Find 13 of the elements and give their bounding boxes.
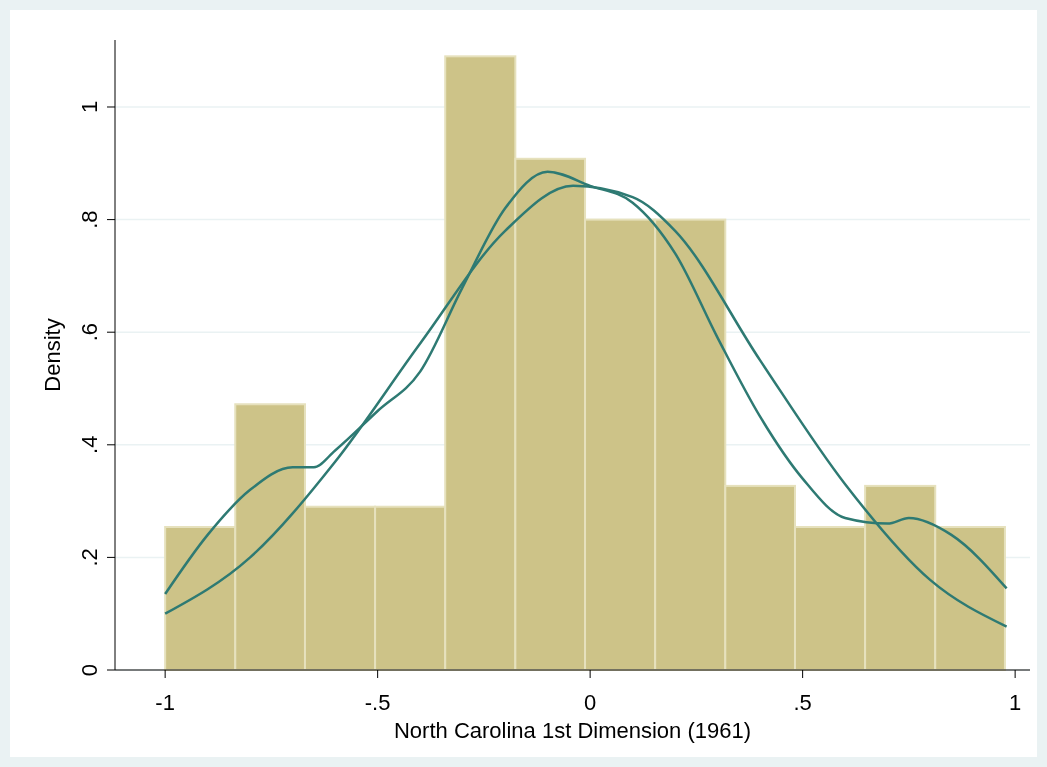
x-axis-title: North Carolina 1st Dimension (1961) xyxy=(393,718,752,743)
y-tick-label: .8 xyxy=(77,210,102,229)
y-tick-label: 1 xyxy=(77,100,102,114)
y-axis-title: Density xyxy=(40,318,65,392)
x-tick-label: .5 xyxy=(793,690,812,715)
y-tick-label: .6 xyxy=(77,323,102,342)
y-tick-label: .4 xyxy=(77,435,102,454)
y-tick-label: .2 xyxy=(77,548,102,567)
y-tick-label: 0 xyxy=(77,663,102,677)
x-tick-label: 0 xyxy=(584,690,597,715)
x-tick-label: 1 xyxy=(1009,690,1022,715)
x-tick-label: -1 xyxy=(155,690,175,715)
x-tick-label: -.5 xyxy=(364,690,391,715)
